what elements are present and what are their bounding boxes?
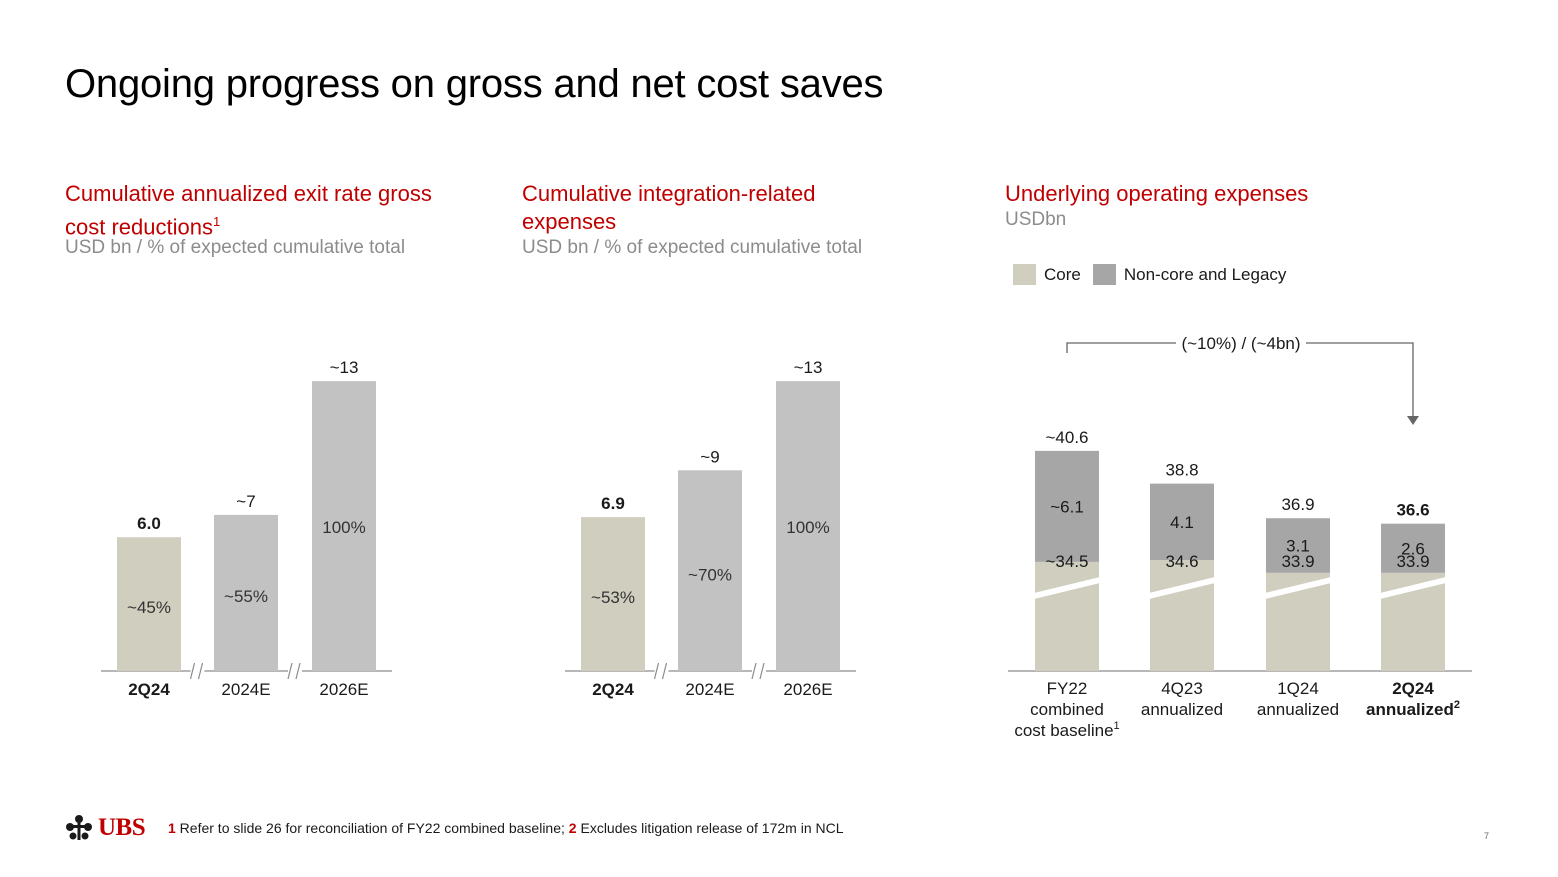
chart3-bar-break-0	[1034, 577, 1100, 599]
legend-noncore-swatch	[1092, 264, 1116, 285]
panel3-title: Underlying operating expenses	[1005, 181, 1309, 206]
chart3-core-label-2: 33.9	[1281, 552, 1314, 571]
chart2-value-label-1: ~9	[700, 447, 719, 466]
chart1-value-label-0: 6.0	[137, 514, 161, 533]
chart3-category-sup-0: 1	[1114, 720, 1120, 732]
legend-noncore: Non-core and Legacy	[1092, 264, 1287, 285]
chart3-total-label-0: ~40.6	[1045, 428, 1088, 447]
chart2-pct-label-2: 100%	[786, 518, 829, 537]
chart2-value-label-2: ~13	[794, 358, 823, 377]
slide-title: Ongoing progress on gross and net cost s…	[65, 62, 884, 106]
panel3-subtitle: USDbn	[1005, 209, 1067, 230]
chart2-axis-break-b-1	[759, 662, 765, 680]
panel1-title: Cumulative annualized exit rate gross co…	[65, 180, 432, 241]
footnotes: 1 Refer to slide 26 for reconciliation o…	[168, 820, 844, 836]
panel2-title-line1: Cumulative integration-related	[522, 181, 816, 206]
chart1-pct-label-0: ~45%	[127, 598, 171, 617]
chart3-noncore-bar-3	[1381, 523, 1445, 573]
chart3-noncore-bar-2	[1266, 518, 1330, 573]
panel2-title: Cumulative integration-related expenses	[522, 180, 816, 236]
chart2-pct-label-0: ~53%	[591, 588, 635, 607]
panel1-subtitle: USD bn / % of expected cumulative total	[65, 237, 406, 258]
chart3-category-label-1-1: annualized	[1141, 700, 1223, 719]
chart1-category-label-2: 2026E	[319, 680, 368, 699]
chart3-core-label-0: ~34.5	[1045, 552, 1088, 571]
chart1-category-label-1: 2024E	[221, 680, 270, 699]
chart3-category-label-0-0: FY22	[1047, 679, 1088, 698]
chart2-value-label-0: 6.9	[601, 494, 625, 513]
footnote2-number: 2	[568, 820, 577, 836]
chart1-axis-break-a-0	[189, 662, 196, 680]
chart1-bar-1	[214, 514, 278, 671]
chart1-bar-2	[312, 381, 376, 671]
chart3-total-label-3: 36.6	[1396, 501, 1429, 520]
chart3-core-bar-0	[1035, 561, 1099, 671]
chart3-noncore-label-2: 3.1	[1286, 537, 1310, 556]
legend-noncore-label: Non-core and Legacy	[1123, 264, 1287, 284]
ubs-logo-text: UBS	[98, 814, 146, 841]
page-number: 7	[1484, 831, 1490, 841]
panel2-subtitle: USD bn / % of expected cumulative total	[522, 237, 863, 258]
chart3-category-label-3-0: 2Q24	[1392, 679, 1434, 698]
chart2-category-label-0: 2Q24	[592, 680, 634, 699]
chart3-core-bar-1	[1150, 560, 1214, 671]
chart1-category-label-0: 2Q24	[128, 680, 170, 699]
chart3-annotation: (~10%) / (~4bn)	[1181, 334, 1300, 353]
chart1-axis-break-b-1	[295, 662, 301, 680]
chart3-core-label-3: 33.9	[1396, 552, 1429, 571]
chart2-pct-label-1: ~70%	[688, 566, 732, 585]
legend-core-label: Core	[1044, 264, 1081, 284]
panel2-title-line2: expenses	[522, 209, 617, 234]
chart3-category-label-0-2: cost baseline1	[1014, 720, 1119, 740]
chart3-total-label-1: 38.8	[1165, 461, 1198, 480]
chart3-category-label-3-1: annualized2	[1366, 699, 1460, 719]
chart3-category-label-2-1: annualized	[1257, 700, 1339, 719]
chart3-category-label-2-0: 1Q24	[1277, 679, 1319, 698]
chart3-legend: Core Non-core and Legacy	[1013, 264, 1298, 285]
chart2-bar-1	[678, 470, 742, 671]
footnote1-number: 1	[168, 820, 176, 836]
chart2-bar-2	[776, 381, 840, 671]
chart2-category-label-2: 2026E	[783, 680, 832, 699]
chart3-bar-break-2	[1265, 577, 1331, 599]
footnote2-text: Excludes litigation release of 172m in N…	[576, 820, 844, 836]
panel1-title-line1: Cumulative annualized exit rate gross	[65, 181, 432, 206]
panel1-title-line2: cost reductions	[65, 214, 213, 240]
chart3-bracket-arrow	[1407, 416, 1419, 425]
legend-core: Core	[1013, 264, 1081, 285]
chart3-bracket-right	[1306, 342, 1414, 418]
chart1-pct-label-1: ~55%	[224, 587, 268, 606]
ubs-logo: UBS	[64, 814, 146, 842]
chart2-axis-break-b-0	[661, 662, 668, 680]
chart2-bar-0	[581, 517, 645, 671]
chart3-noncore-bar-0	[1035, 450, 1099, 562]
chart3-noncore-label-0: ~6.1	[1050, 497, 1084, 516]
chart1-axis-break-a-1	[287, 662, 293, 680]
footnote1-text: Refer to slide 26 for reconciliation of …	[175, 820, 569, 836]
chart1-value-label-2: ~13	[330, 358, 359, 377]
chart3-category-label-1-0: 4Q23	[1161, 679, 1203, 698]
chart3-total-label-2: 36.9	[1281, 495, 1314, 514]
chart3-bar-break-1	[1149, 577, 1215, 599]
chart3-bracket-left	[1066, 342, 1176, 353]
chart1-pct-label-2: 100%	[322, 518, 365, 537]
chart1-value-label-1: ~7	[236, 492, 255, 511]
chart3-noncore-bar-1	[1150, 483, 1214, 561]
chart3-noncore-label-1: 4.1	[1170, 513, 1194, 532]
panel1-title-sup: 1	[212, 214, 221, 229]
chart2-axis-break-a-1	[751, 662, 757, 680]
chart2-axis-break-a-0	[653, 662, 660, 680]
legend-core-swatch	[1013, 264, 1036, 285]
ubs-keys-icon	[66, 815, 92, 840]
chart3-core-label-1: 34.6	[1165, 552, 1198, 571]
chart1-axis-break-b-0	[197, 662, 204, 680]
chart3-category-sup-3: 2	[1454, 699, 1460, 711]
chart3-category-label-0-1: combined	[1030, 700, 1104, 719]
chart3-noncore-label-3: 2.6	[1401, 539, 1425, 558]
chart1-bar-0	[117, 537, 181, 671]
chart2-category-label-1: 2024E	[685, 680, 734, 699]
chart3-bar-break-3	[1380, 577, 1446, 599]
